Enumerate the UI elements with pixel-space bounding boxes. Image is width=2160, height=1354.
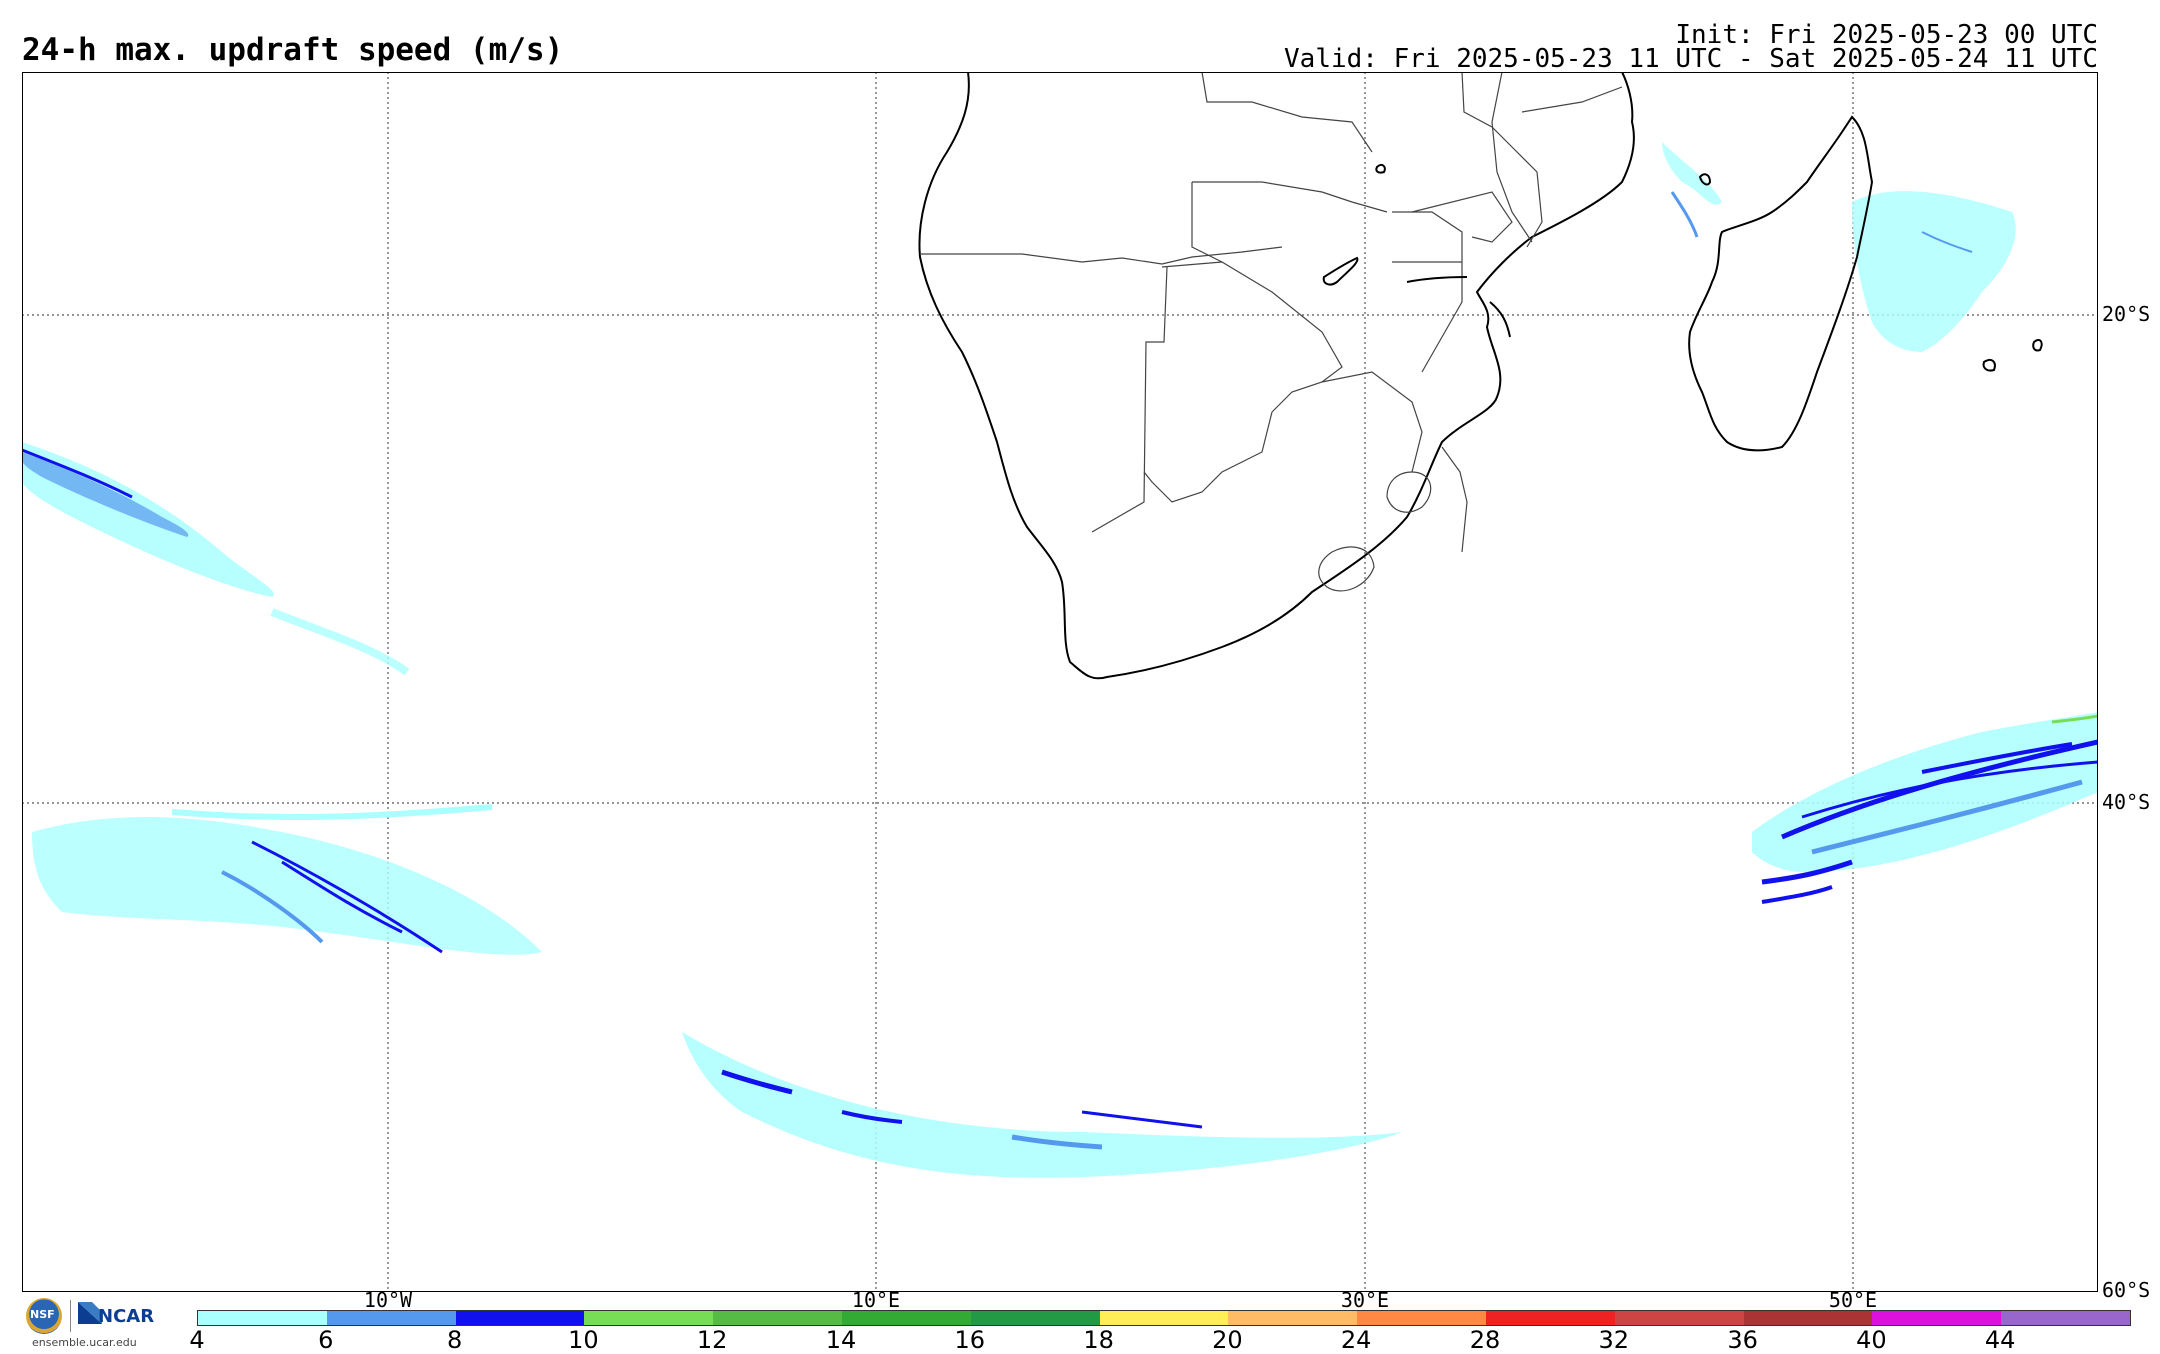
updraft-field-west xyxy=(22,442,542,955)
colorbar-tick-label: 6 xyxy=(318,1326,334,1354)
colorbar-tick-label: 44 xyxy=(1984,1326,2016,1354)
map-title: 24-h max. updraft speed (m/s) xyxy=(22,32,564,68)
colorbar-tick-label: 4 xyxy=(189,1326,205,1354)
colorbar-segment xyxy=(1357,1311,1486,1325)
colorbar-tick-label: 32 xyxy=(1598,1326,1630,1354)
colorbar-tick-label: 16 xyxy=(954,1326,986,1354)
site-url: ensemble.ucar.edu xyxy=(32,1336,137,1349)
colorbar-segment xyxy=(2001,1311,2130,1325)
logo-block: NSF NCAR ensemble.ucar.edu xyxy=(26,1298,166,1350)
map-frame xyxy=(22,72,2098,1292)
logo-divider xyxy=(70,1300,71,1332)
map-canvas[interactable] xyxy=(22,72,2098,1292)
lat-label-60s: 60°S xyxy=(2102,1278,2151,1302)
colorbar-segment xyxy=(1872,1311,2002,1325)
updraft-field-south xyxy=(682,1032,1402,1178)
nsf-logo-icon xyxy=(26,1298,62,1334)
init-time: Init: Fri 2025-05-23 00 UTC xyxy=(1675,20,2098,50)
colorbar-segment xyxy=(1099,1311,1229,1325)
coastline xyxy=(918,72,2043,680)
colorbar-tick-label: 36 xyxy=(1727,1326,1758,1354)
colorbar-segment xyxy=(1485,1311,1615,1325)
colorbar-tick-label: 40 xyxy=(1856,1326,1887,1354)
lakes xyxy=(1322,163,1712,338)
colorbar-tick-label: 20 xyxy=(1212,1326,1243,1354)
colorbar-segment xyxy=(1228,1311,1358,1325)
colorbar-segment xyxy=(198,1311,327,1325)
colorbar-tick-label: 14 xyxy=(825,1326,857,1354)
valid-time: Valid: Fri 2025-05-23 11 UTC - Sat 2025-… xyxy=(1284,44,2098,74)
lat-label-20s: 20°S xyxy=(2102,302,2151,326)
lon-label-10w: 10°W xyxy=(363,1288,413,1312)
colorbar-segment xyxy=(970,1311,1100,1325)
colorbar-segment xyxy=(326,1311,456,1325)
ncar-logo-text: NCAR xyxy=(98,1306,155,1327)
colorbar-segment xyxy=(584,1311,714,1325)
colorbar-segment xyxy=(713,1311,842,1325)
colorbar-segment xyxy=(841,1311,971,1325)
lon-label-50e: 50°E xyxy=(1828,1288,1878,1312)
nsf-logo-text: NSF xyxy=(30,1308,55,1321)
lat-label-40s: 40°S xyxy=(2102,790,2151,814)
colorbar-tick-label: 8 xyxy=(446,1326,463,1354)
colorbar-tick-label: 10 xyxy=(568,1326,599,1354)
colorbar-tick-label: 24 xyxy=(1340,1326,1372,1354)
country-borders xyxy=(920,72,1623,592)
colorbar-segment xyxy=(455,1311,585,1325)
colorbar-segment xyxy=(1743,1311,1873,1325)
lon-label-10e: 10°E xyxy=(851,1288,901,1312)
updraft-field-east xyxy=(1752,712,2098,904)
colorbar-segment xyxy=(1614,1311,1744,1325)
colorbar-tick-label: 18 xyxy=(1083,1326,1114,1354)
lon-label-30e: 30°E xyxy=(1340,1288,1390,1312)
ncar-logo-icon xyxy=(78,1302,102,1324)
colorbar-tick-label: 28 xyxy=(1469,1326,1501,1354)
updraft-field-madagascar xyxy=(1662,142,2016,352)
graticule xyxy=(22,72,2098,1292)
colorbar-tick-label: 12 xyxy=(696,1326,728,1354)
colorbar xyxy=(197,1310,2131,1326)
